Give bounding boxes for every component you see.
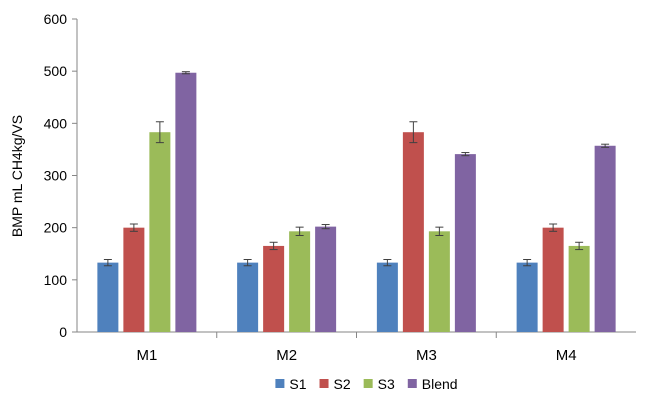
x-category-label: M4 <box>556 347 577 364</box>
y-tick-label: 500 <box>44 63 68 79</box>
x-category-label: M3 <box>416 347 437 364</box>
bar-s3-m3 <box>428 231 450 332</box>
bar-blend-m1 <box>175 72 197 333</box>
legend-swatch-s3 <box>363 379 373 388</box>
bar-blend-m2 <box>315 226 337 332</box>
bar-s2-m3 <box>402 132 424 332</box>
y-tick-label: 300 <box>44 168 68 184</box>
legend: S1 S2 S3 Blend <box>275 376 458 392</box>
bar-blend-m4 <box>594 145 616 332</box>
error-bars <box>103 71 610 267</box>
legend-label-s3: S3 <box>378 376 395 392</box>
legend-label-blend: Blend <box>422 376 458 392</box>
category-labels: M1 M2 M3 M4 <box>136 347 576 364</box>
legend-label-s1: S1 <box>289 376 306 392</box>
y-tick-label: 200 <box>44 220 68 236</box>
bar-s2-m4 <box>542 227 564 332</box>
bar-s1-m3 <box>376 262 398 332</box>
bar-blend-m3 <box>454 154 476 332</box>
y-tick-label: 100 <box>44 272 68 288</box>
bar-s3-m4 <box>568 245 590 332</box>
y-axis-title: BMP mL CH4kg/VS <box>9 115 25 237</box>
y-tick-label: 400 <box>44 115 68 131</box>
bar-s3-m2 <box>289 231 311 332</box>
legend-swatch-s2 <box>319 379 329 388</box>
bar-s3-m1 <box>149 132 171 332</box>
bar-s1-m2 <box>237 262 259 332</box>
y-tick-label: 0 <box>59 324 67 340</box>
legend-swatch-s1 <box>275 379 285 388</box>
bar-s2-m2 <box>263 245 285 332</box>
bars <box>97 72 616 333</box>
y-tick-label: 600 <box>44 11 68 27</box>
x-category-label: M2 <box>276 347 297 364</box>
bar-s1-m4 <box>516 262 538 332</box>
y-axis-ticks: 0 100 200 300 400 500 600 <box>44 11 77 340</box>
bar-s1-m1 <box>97 262 119 332</box>
x-category-label: M1 <box>136 347 157 364</box>
legend-label-s2: S2 <box>334 376 351 392</box>
legend-swatch-blend <box>407 379 417 388</box>
bar-s2-m1 <box>123 227 145 332</box>
